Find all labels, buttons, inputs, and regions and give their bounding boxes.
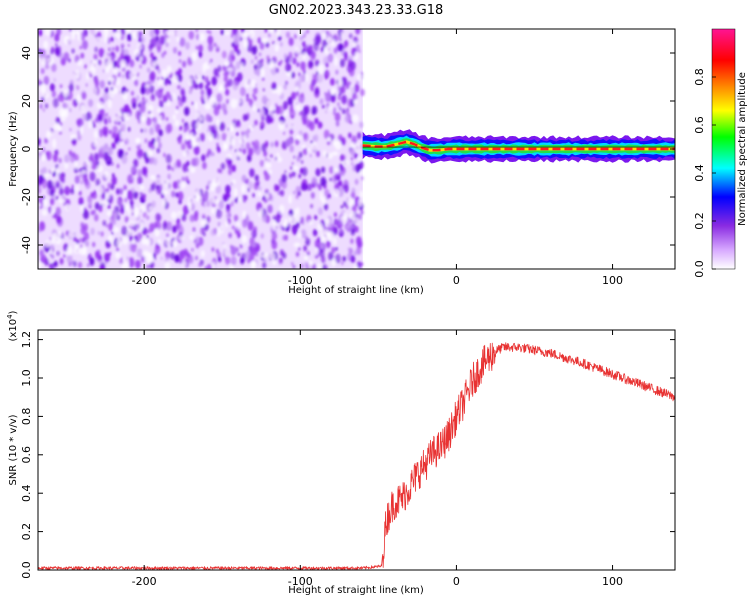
snr-y-tick-label: 1.2	[20, 331, 33, 349]
snr-x-tick-label: 0	[453, 575, 460, 588]
snr-y-tick-label: 0.6	[20, 446, 33, 464]
snr-x-label: Height of straight line (km)	[288, 585, 424, 596]
spectrogram-y-label: Frequency (Hz)	[8, 111, 19, 187]
snr-x-tick-label: 100	[602, 575, 623, 588]
colorbar-tick-label: 0.2	[693, 212, 706, 230]
figure-title: GN02.2023.343.23.33.G18	[269, 3, 444, 18]
snr-ticks: -200 -100 0 100 0.0 0.2 0.4 0.6 0.8 1.0 1.2	[20, 330, 675, 588]
snr-background	[38, 330, 675, 570]
spectrogram-y-tick-label: -40	[20, 236, 33, 254]
spectrogram-x-tick-label: -200	[132, 274, 157, 287]
spectrogram-x-label: Height of straight line (km)	[288, 285, 424, 296]
colorbar-tick-label: 0.6	[693, 116, 706, 134]
snr-y-tick-label: 0.8	[20, 408, 33, 426]
colorbar-ticks: 0.0 0.2 0.4 0.6 0.8	[693, 68, 716, 278]
snr-scale-prefix: (x10	[8, 319, 19, 342]
snr-y-tick-label: 1.0	[20, 369, 33, 387]
noise-speckles	[38, 29, 365, 269]
spectrogram-y-tick-label: 40	[20, 46, 33, 60]
spectrogram-y-tick-label: 0	[20, 146, 33, 153]
snr-x-tick-label: -100	[288, 575, 313, 588]
spectrogram-x-tick-label: 100	[602, 274, 623, 287]
snr-panel: -200 -100 0 100 0.0 0.2 0.4 0.6 0.8 1.0 1.2 Height…	[6, 310, 676, 596]
snr-scale-label: (x104)	[6, 310, 19, 341]
snr-y-tick-label: 0.2	[20, 523, 33, 541]
signal-band	[362, 129, 675, 164]
colorbar-tick-label: 0.8	[693, 68, 706, 86]
colorbar-gradient	[711, 28, 736, 270]
colorbar-tick-label: 0.4	[693, 164, 706, 182]
snr-y-label: SNR (10 * v/v)	[8, 414, 19, 485]
spectrogram-x-tick-label: 0	[453, 274, 460, 287]
noise-region	[38, 29, 365, 269]
colorbar-label: Normalized spectral amplitude	[737, 72, 748, 226]
snr-frame	[37, 329, 676, 571]
snr-scale-exponent: 4	[6, 314, 14, 319]
snr-y-tick-label: 0.0	[20, 561, 33, 579]
colorbar: 0.0 0.2 0.4 0.6 0.8 Normalized spectral ampl…	[693, 28, 748, 278]
spectrogram-y-tick-label: 20	[20, 94, 33, 108]
spectrogram-y-tick-label: -20	[20, 188, 33, 206]
snr-scale-suffix: )	[8, 310, 19, 314]
signal-core-red	[362, 140, 675, 152]
spectrogram-x-tick-label: -100	[288, 274, 313, 287]
snr-y-tick-label: 0.4	[20, 484, 33, 502]
colorbar-tick-label: 0.0	[693, 260, 706, 278]
snr-x-tick-label: -200	[132, 575, 157, 588]
